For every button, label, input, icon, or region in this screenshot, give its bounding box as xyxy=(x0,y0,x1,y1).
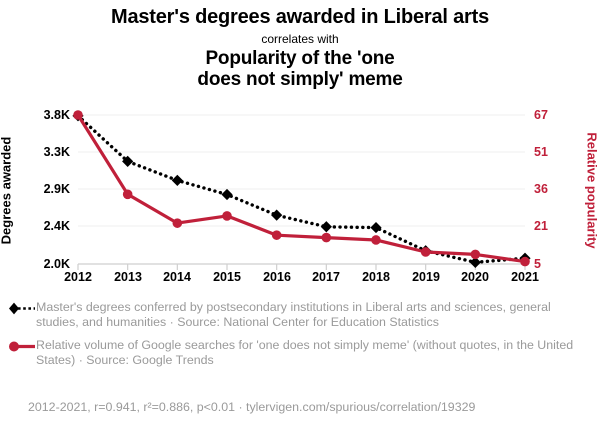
x-tick-2012: 2012 xyxy=(64,270,92,284)
subtitle-line-1: Popularity of the 'one xyxy=(205,48,395,69)
x-tick-2016: 2016 xyxy=(263,270,291,284)
data-point-s0-2015 xyxy=(221,188,233,201)
data-point-s1-2013 xyxy=(122,189,133,200)
page-title: Master's degrees awarded in Liberal arts xyxy=(110,6,490,28)
data-point-s1-2014 xyxy=(172,218,183,228)
series-line-1 xyxy=(76,113,527,264)
x-tick-2013: 2013 xyxy=(114,270,142,284)
right-tick-4: 5 xyxy=(534,257,541,271)
data-point-s0-2018 xyxy=(370,221,382,234)
x-tick-2019: 2019 xyxy=(412,270,440,284)
right-tick-3: 21 xyxy=(534,219,548,233)
subtitle-line-2: does not simply' meme xyxy=(197,69,403,90)
right-tick-0: 67 xyxy=(534,108,548,122)
legend-text-meme: Relative volume of Google searches for '… xyxy=(36,338,574,367)
series-line-0 xyxy=(76,114,527,264)
data-point-s1-2016 xyxy=(271,230,282,240)
x-tick-2014: 2014 xyxy=(163,270,191,284)
x-tick-2018: 2018 xyxy=(362,270,390,284)
x-tick-2015: 2015 xyxy=(213,270,241,284)
data-point-s0-2014 xyxy=(171,174,183,186)
legend-item-degrees: Master's degrees conferred by postsecond… xyxy=(8,300,592,329)
right-tick-2: 36 xyxy=(534,182,548,196)
legend-item-meme: Relative volume of Google searches for '… xyxy=(8,338,592,367)
x-tick-2017: 2017 xyxy=(312,270,340,284)
data-point-s0-2017 xyxy=(320,221,332,233)
data-point-s1-2017 xyxy=(321,232,332,243)
right-tick-1: 51 xyxy=(534,145,548,159)
left-tick-3: 2.4K xyxy=(43,219,70,233)
x-tick-2020: 2020 xyxy=(461,270,489,284)
data-point-s1-2020 xyxy=(470,249,481,260)
left-tick-2: 2.9K xyxy=(43,182,70,196)
page-subtitle: Popularity of the 'one does not simply' … xyxy=(0,48,600,90)
x-tick-2021: 2021 xyxy=(511,270,539,284)
left-tick-4: 2.0K xyxy=(43,257,70,271)
data-point-s1-2015 xyxy=(222,211,232,221)
legend-text-degrees: Master's degrees conferred by postsecond… xyxy=(36,300,551,329)
left-tick-1: 3.3K xyxy=(43,145,70,159)
data-point-s0-2013 xyxy=(122,155,134,167)
data-point-s1-2021 xyxy=(520,256,530,267)
data-point-s1-2012 xyxy=(73,110,83,120)
data-point-s1-2019 xyxy=(420,247,431,257)
data-point-s1-2018 xyxy=(371,235,381,245)
correlates-label: correlates with xyxy=(261,32,339,46)
data-point-s0-2016 xyxy=(271,209,283,221)
left-tick-0: 3.8K xyxy=(43,108,70,122)
footer-stats: 2012-2021, r=0.941, r²=0.886, p<0.01 · t… xyxy=(28,400,476,414)
red-circle-solid-icon xyxy=(8,339,36,354)
chart-legend: Master's degrees conferred by postsecond… xyxy=(8,300,592,376)
black-diamond-dotted-icon xyxy=(8,301,36,316)
data-point-s0-2020 xyxy=(469,256,481,268)
